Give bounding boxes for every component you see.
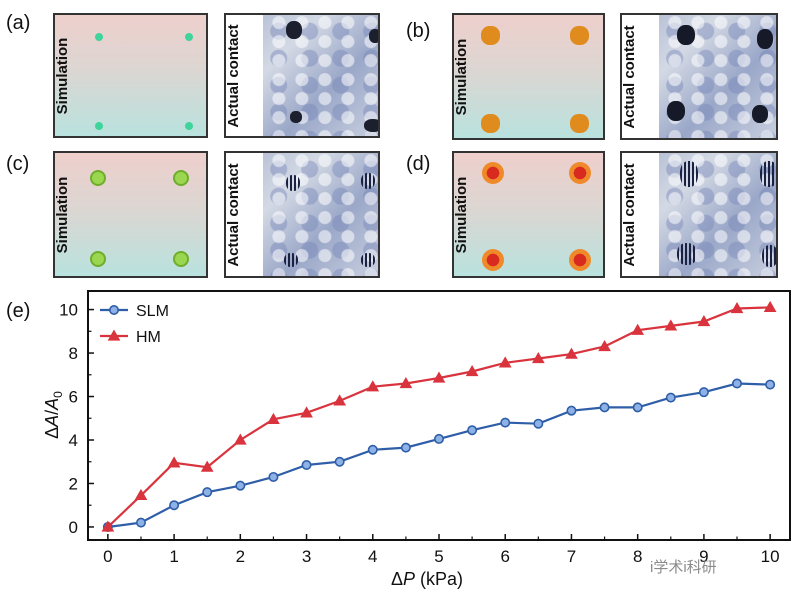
panel-a-simulation: Simulation [53, 13, 208, 138]
x-tick-label: 1 [169, 547, 178, 566]
x-tick-label: 4 [368, 547, 377, 566]
data-point-slm [400, 442, 411, 453]
data-point-hm [697, 315, 711, 327]
data-point-slm [433, 433, 444, 444]
data-point-hm [631, 323, 645, 335]
data-point-slm [367, 444, 378, 455]
panel-letter-d: (d) [406, 153, 431, 175]
legend-label-slm: SLM [136, 303, 169, 320]
data-point-slm [533, 418, 544, 429]
panel-c-act-label: Actual contact [225, 162, 242, 267]
data-point-hm [300, 406, 313, 418]
panel-c-actual-contact: Actual contact [224, 151, 380, 278]
data-point-hm [465, 365, 479, 377]
data-point-hm [101, 520, 115, 532]
data-point-hm [233, 433, 247, 445]
data-point-slm [268, 471, 279, 482]
panel-letter-c: (c) [6, 153, 30, 175]
y-tick-label: 4 [69, 431, 78, 450]
panel-a-actual-contact: Actual contact [224, 13, 380, 138]
data-point-slm [765, 379, 776, 390]
legend-marker-slm [109, 305, 120, 315]
data-point-hm [565, 347, 578, 359]
data-point-slm [698, 387, 709, 398]
panel-b-act-label: Actual contact [621, 24, 638, 129]
data-point-slm [235, 480, 246, 491]
data-point-slm [500, 417, 511, 428]
data-point-hm [763, 300, 777, 313]
data-point-hm [366, 380, 380, 392]
panel-letter-e: (e) [6, 300, 31, 322]
plot-frame [87, 290, 791, 541]
y-tick-label: 8 [69, 344, 78, 363]
panel-d-simulation: Simulation [452, 151, 605, 278]
line-chart: 0 1 2 3 4 5 6 7 8 9 10 0 2 4 6 8 10 ΔP (kPa) ΔA/A0 SLM HM [42, 290, 791, 589]
x-tick-label: 5 [434, 547, 443, 566]
y-axis-label: ΔA/A0 [42, 391, 65, 439]
data-point-hm [333, 394, 347, 406]
data-point-hm [598, 340, 611, 352]
data-point-hm [134, 488, 148, 501]
x-tick-label: 10 [761, 547, 780, 566]
data-point-slm [632, 402, 643, 413]
panel-d-act-label: Actual contact [621, 162, 638, 267]
data-point-slm [202, 487, 213, 498]
panel-a-act-label: Actual contact [225, 23, 242, 128]
panel-c-sim-label: Simulation [54, 176, 71, 253]
panel-letter-b: (b) [406, 20, 431, 42]
data-point-slm [467, 425, 478, 436]
panel-c-simulation: Simulation [53, 151, 208, 278]
y-tick-label: 6 [69, 388, 78, 407]
data-point-hm [664, 319, 678, 331]
panel-b-sim-label: Simulation [453, 38, 470, 115]
panel-d-actual-contact: Actual contact [620, 151, 778, 278]
x-axis-label: ΔP (kPa) [391, 569, 463, 589]
data-point-hm [531, 351, 545, 364]
data-point-slm [301, 460, 312, 471]
x-tick-label: 9 [699, 547, 708, 566]
x-tick-label: 8 [633, 547, 642, 566]
data-point-slm [135, 517, 146, 528]
data-point-hm [200, 460, 214, 472]
data-point-slm [169, 500, 180, 511]
data-point-slm [334, 456, 345, 467]
legend-marker-hm [107, 329, 121, 341]
panel-letter-a: (a) [6, 12, 31, 34]
data-point-hm [498, 356, 512, 368]
x-tick-label: 7 [567, 547, 576, 566]
watermark: i学术i科研 [650, 559, 717, 576]
x-tick-label: 0 [103, 547, 112, 566]
x-tick-label: 2 [236, 547, 245, 566]
panel-d-sim-label: Simulation [453, 176, 470, 253]
data-point-slm [566, 405, 577, 416]
data-point-slm [599, 402, 610, 413]
data-point-hm [267, 412, 280, 424]
data-point-slm [732, 378, 743, 389]
y-tick-label: 2 [69, 474, 78, 493]
data-point-hm [167, 456, 181, 468]
series-line-slm [107, 382, 771, 529]
y-tick-label: 10 [59, 301, 78, 320]
x-tick-label: 3 [302, 547, 311, 566]
panel-b-actual-contact: Actual contact [620, 13, 778, 140]
x-tick-label: 6 [500, 547, 509, 566]
data-point-slm [665, 392, 676, 403]
data-point-hm [432, 371, 446, 383]
panel-a-sim-label: Simulation [54, 37, 71, 114]
y-tick-label: 0 [69, 518, 78, 537]
data-point-hm [730, 301, 744, 314]
data-point-hm [399, 376, 413, 389]
legend-label-hm: HM [136, 329, 161, 346]
panel-b-simulation: Simulation [452, 13, 605, 140]
